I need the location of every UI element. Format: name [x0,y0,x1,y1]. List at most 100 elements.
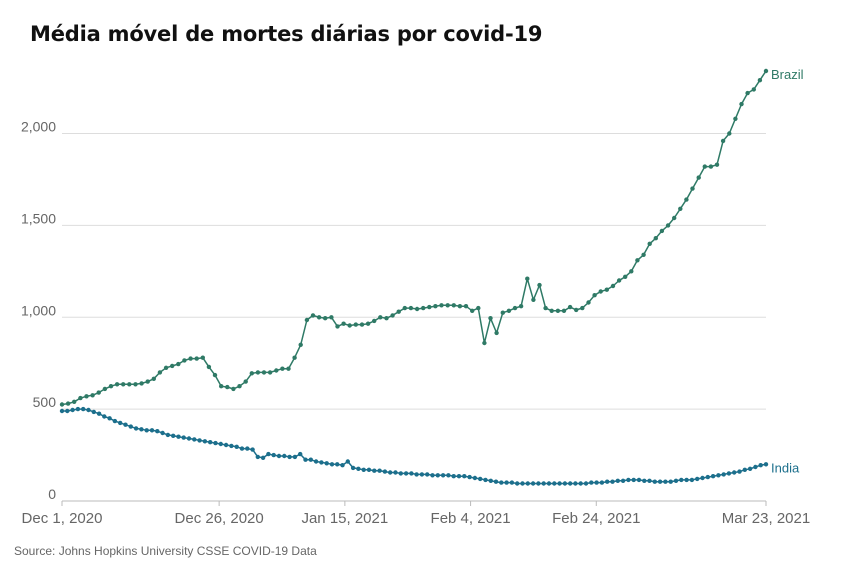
data-point-india [541,481,546,486]
data-point-india [599,480,605,485]
data-point-india [123,422,128,427]
data-point-india [700,475,705,481]
data-point-india [86,407,91,413]
data-point-brazil [396,309,401,314]
data-point-brazil [212,372,218,378]
data-point-india [631,477,636,483]
data-point-india [753,464,758,470]
data-point-brazil [537,282,542,288]
data-point-india [59,408,65,414]
data-point-india [345,459,350,464]
data-point-india [271,452,276,458]
data-point-india [721,472,726,477]
data-point-brazil [114,382,120,387]
data-point-india [313,459,319,464]
series-line-brazil [61,70,767,406]
data-point-india [144,428,149,433]
data-point-india [636,477,642,483]
data-point-brazil [139,381,144,386]
data-point-india [160,430,165,436]
data-point-india [239,446,245,451]
data-point-brazil [696,175,701,180]
data-point-india [467,474,472,480]
data-point-india [663,479,668,484]
data-point-india [546,481,552,486]
data-point-brazil [531,297,536,302]
data-point-brazil [231,386,236,392]
data-point-india [139,427,144,432]
x-axis-ticks: Dec 1, 2020 Dec 26, 2020 Jan 15, 2021 Feb 4… [22,501,810,527]
data-point-india [525,481,530,486]
data-point-india [568,481,573,486]
data-point-brazil [727,131,732,136]
data-point-india [530,481,536,486]
data-point-brazil [78,395,83,401]
data-point-india [673,478,679,483]
data-point-brazil [225,384,230,390]
data-point-brazil [65,401,71,406]
data-point-india [107,416,112,421]
data-point-india [716,473,721,478]
data-point-india [192,437,197,442]
data-point-india [340,463,345,468]
data-point-india [250,447,255,452]
data-point-brazil [176,361,181,367]
data-point-india [509,480,515,485]
data-point-brazil [512,305,518,311]
data-point-brazil [90,393,95,398]
data-point-brazil [163,365,169,370]
data-point-india [276,453,282,459]
data-point-brazil [751,87,756,92]
data-point-brazil [427,304,432,310]
data-point-india [435,473,440,478]
data-point-india [620,478,626,483]
source-note: Source: Johns Hopkins University CSSE CO… [14,544,317,558]
y-tick-label: 500 [33,394,57,410]
data-point-india [366,467,372,472]
data-point-india [647,478,652,483]
data-point-india [763,462,769,467]
data-point-india [75,406,81,412]
data-point-india [308,457,313,462]
data-point-india [266,451,271,457]
data-point-india [456,474,462,479]
data-point-india [430,473,435,478]
data-point-brazil [108,384,114,389]
y-tick-label: 2,000 [21,119,56,135]
data-point-india [414,472,419,477]
x-tick-label: Mar 23, 2021 [722,510,810,527]
series-labels: Brazil India [771,67,804,475]
data-point-india [255,454,260,460]
data-point-india [403,471,409,476]
data-point-india [234,444,239,449]
data-point-india [605,479,610,484]
data-point-brazil [378,315,383,320]
data-point-brazil [310,313,316,318]
data-point-india [155,429,160,434]
data-point-brazil [598,289,603,294]
data-point-india [102,414,107,419]
data-point-brazil [96,390,101,395]
data-point-brazil [635,258,640,263]
data-point-brazil [629,269,634,274]
data-point-india [361,467,366,472]
data-point-brazil [543,305,548,311]
data-point-brazil [402,305,407,311]
data-point-brazil [451,303,456,308]
data-point-brazil [323,316,328,321]
data-point-india [112,418,118,424]
data-point-india [287,454,292,460]
data-point-brazil [678,206,683,211]
data-point-india [504,480,509,485]
data-point-india [197,438,202,443]
data-point-brazil [133,382,138,387]
x-tick-label: Dec 1, 2020 [22,510,103,527]
data-point-india [562,481,568,486]
data-point-brazil [690,186,695,191]
series-label-india: India [771,460,800,475]
data-point-india [393,470,398,475]
data-point-brazil [237,384,242,389]
data-point-brazil [604,287,609,292]
data-point-brazil [341,321,346,326]
data-point-india [298,451,303,457]
